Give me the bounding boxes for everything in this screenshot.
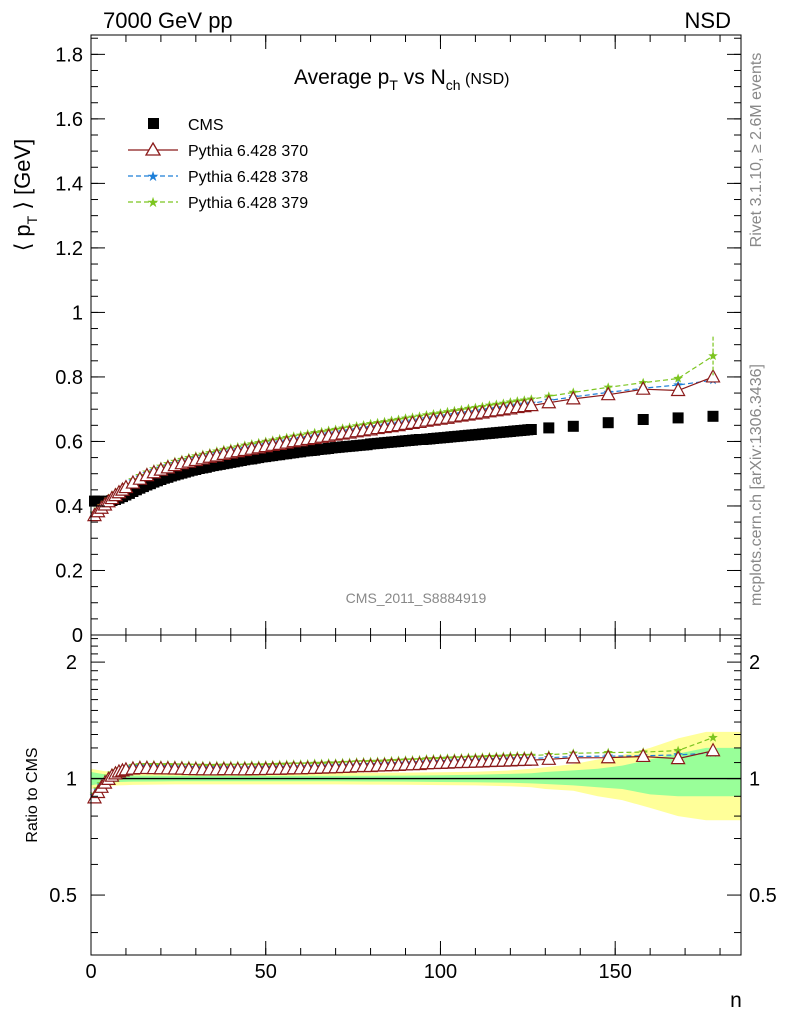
- ratio-tick-label-right: 0.5: [749, 885, 777, 907]
- legend-marker-p370: [144, 141, 162, 156]
- x-tick-label: 0: [85, 961, 96, 983]
- p370-point: [565, 390, 581, 405]
- cms-point: [543, 422, 555, 434]
- y-tick-label: 1.6: [55, 109, 83, 131]
- legend-label-p378: Pythia 6.428 378: [188, 169, 308, 186]
- y-tick-label: 0: [72, 625, 83, 647]
- x-axis-label: n: [730, 989, 742, 1012]
- legend-marker-p379: ★: [147, 194, 160, 210]
- legend: CMS Pythia 6.428 370 ★ Pythia 6.428 378 …: [128, 117, 308, 212]
- cms-point: [602, 417, 614, 429]
- legend-label-p379: Pythia 6.428 379: [188, 195, 308, 212]
- ratio-tick-label: 0.5: [49, 885, 77, 907]
- p370-ratio-point: [635, 748, 651, 763]
- series-p379: [89, 351, 718, 799]
- cms-point: [567, 420, 579, 432]
- ratio-tick-label: 2: [66, 652, 77, 674]
- legend-marker-cms: [148, 118, 159, 129]
- ratio-uncertainty-bands: [91, 731, 741, 821]
- p370-point: [600, 386, 616, 401]
- y-tick-label: 1.2: [55, 238, 83, 260]
- p370-ratio-point: [523, 751, 539, 766]
- cms-point: [637, 414, 649, 425]
- p379-ratio-point: [708, 732, 718, 742]
- legend-marker-p378: ★: [147, 168, 160, 184]
- legend-label-p370: Pythia 6.428 370: [188, 143, 308, 160]
- ratio-tick-label: 1: [66, 769, 77, 791]
- y-tick-label: 0.6: [55, 431, 83, 453]
- p378-main-line: [94, 379, 714, 515]
- p370-ratio-point: [541, 751, 557, 765]
- legend-label-cms: CMS: [188, 117, 224, 134]
- energy-label: 7000 GeV pp: [103, 8, 233, 33]
- cms-point: [525, 424, 537, 435]
- series-cms: [89, 410, 719, 507]
- p379-main-line: [94, 355, 714, 514]
- ratio-tick-label-right: 1: [749, 769, 760, 791]
- y-tick-label: 0.8: [55, 367, 83, 389]
- series-layer: [86, 336, 721, 804]
- process-label: NSD: [685, 8, 731, 33]
- p370-point: [670, 382, 686, 397]
- p370-ratio-point: [670, 750, 686, 765]
- mcplots-source-label: mcplots.cern.ch [arXiv:1306.3436]: [748, 364, 765, 606]
- ratio-plot-frame: [90, 634, 742, 956]
- y-tick-label: 1.4: [55, 173, 83, 195]
- p370-ratio-point: [705, 742, 721, 757]
- p370-ratio-point: [565, 749, 581, 764]
- p370-point: [523, 397, 539, 412]
- chart-title: Average pT vs Nch (NSD): [294, 66, 509, 93]
- y-tick-label: 1: [72, 302, 83, 324]
- cms-point: [707, 410, 719, 422]
- y-tick-label: 0.2: [55, 560, 83, 582]
- cms-point: [672, 412, 684, 424]
- p370-ratio-point: [600, 749, 616, 764]
- p370-point: [705, 368, 721, 383]
- x-tick-label: 50: [255, 961, 277, 983]
- analysis-id-label: CMS_2011_S8884919: [346, 590, 487, 606]
- ratio-y-axis-label: Ratio to CMS: [24, 747, 41, 842]
- ratio-tick-label-right: 2: [749, 652, 760, 674]
- p370-point: [635, 380, 651, 395]
- tick-layer: 0 0.2 0.4 0.6 0.8 1 1.2 1.4 1.6 1.8 0 50 100 150 0.5 0.…: [49, 35, 777, 983]
- ratio-band-green: [91, 747, 741, 797]
- rivet-version-label: Rivet 3.1.10, ≥ 2.6M events: [748, 53, 765, 248]
- x-tick-label: 100: [424, 961, 457, 983]
- y-tick-label: 0.4: [55, 496, 83, 518]
- y-tick-label: 1.8: [55, 44, 83, 66]
- series-p370: [86, 368, 721, 804]
- p370-point: [541, 394, 557, 409]
- y-axis-label: ⟨ pT ⟩ [GeV]: [10, 139, 40, 252]
- p379-point: [673, 373, 683, 383]
- x-tick-label: 150: [599, 961, 632, 983]
